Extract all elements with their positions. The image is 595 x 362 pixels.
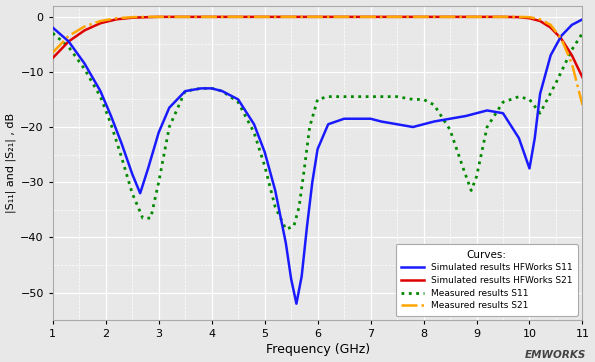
Legend: Simulated results HFWorks S11, Simulated results HFWorks S21, Measured results S: Simulated results HFWorks S11, Simulated… — [396, 244, 578, 316]
Text: EMWORKS: EMWORKS — [525, 350, 586, 360]
Y-axis label: |S₁₁| and |S₂₁| , dB: |S₁₁| and |S₂₁| , dB — [5, 113, 16, 213]
X-axis label: Frequency (GHz): Frequency (GHz) — [265, 344, 369, 357]
